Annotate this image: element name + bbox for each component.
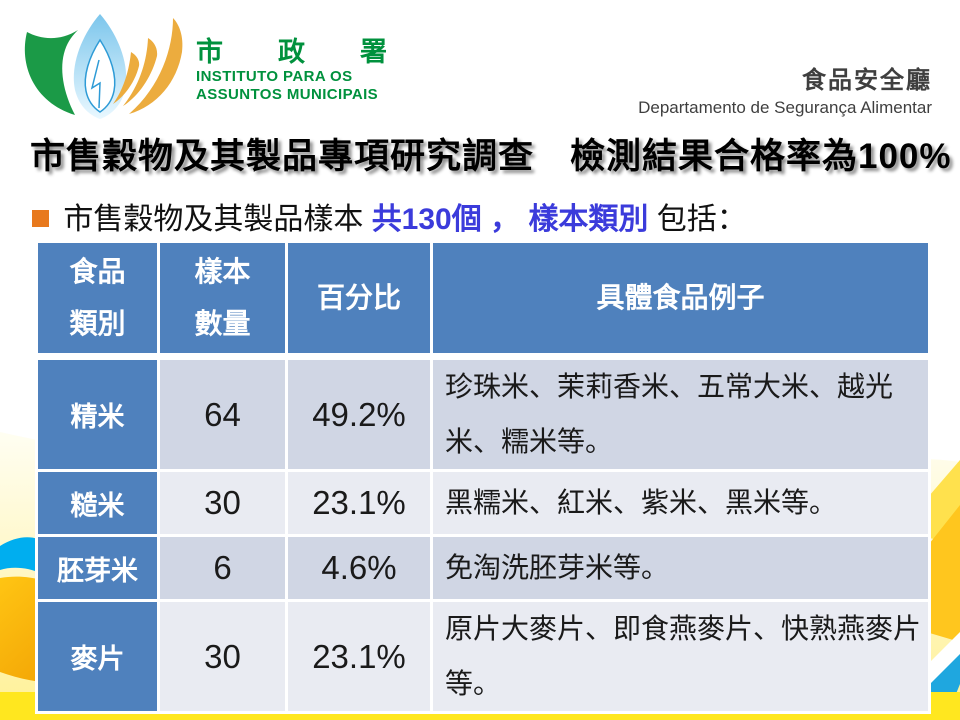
department-name-zh: 食品安全廳 — [802, 67, 932, 94]
cell-count: 64 — [157, 354, 288, 473]
iam-logo-icon — [24, 14, 183, 119]
department-name-pt: Departamento de Segurança Alimentar — [638, 98, 932, 117]
org-name-pt-line1: INSTITUTO PARA OS — [196, 67, 353, 85]
orange-square-bullet-icon — [32, 210, 49, 227]
cell-category: 麥片 — [35, 599, 160, 715]
subtitle-segment-highlight-count: 共130個 — [371, 203, 482, 236]
cell-examples: 免淘洗胚芽米等。 — [430, 534, 931, 603]
cell-category: 精米 — [35, 354, 160, 473]
cell-count: 30 — [157, 469, 288, 538]
cell-percent: 4.6% — [285, 534, 433, 603]
cell-percent: 23.1% — [285, 599, 433, 715]
org-name-zh: 市 政 署 — [196, 37, 401, 67]
samples-table: 食品 類別 樣本 數量 百分比 具體食品例子 精米 64 49.2% 珍珠米、茉… — [35, 240, 931, 715]
column-header-category: 食品 類別 — [35, 240, 160, 360]
table-header-row: 食品 類別 樣本 數量 百分比 具體食品例子 — [35, 240, 931, 360]
cell-count: 30 — [157, 599, 288, 715]
cell-percent: 49.2% — [285, 354, 433, 473]
subtitle-segment: 包括： — [656, 203, 747, 236]
subtitle-segment-highlight-category: 樣本類別 — [528, 203, 649, 236]
page-title: 市售穀物及其製品專項研究調查 檢測結果合格率為100% — [30, 137, 952, 176]
column-header-sample-count: 樣本 數量 — [157, 240, 288, 360]
column-header-examples: 具體食品例子 — [430, 240, 931, 360]
cell-count: 6 — [157, 534, 288, 603]
department-block: 食品安全廳 Departamento de Segurança Alimenta… — [638, 60, 932, 118]
table-row: 麥片 30 23.1% 原片大麥片、即食燕麥片、快熟燕麥片等。 — [35, 599, 931, 715]
table-row: 糙米 30 23.1% 黑糯米、紅米、紫米、黑米等。 — [35, 469, 931, 538]
subtitle-line: 市售穀物及其製品樣本 共130個 ， 樣本類別 包括： — [32, 194, 932, 238]
table-row: 精米 64 49.2% 珍珠米、茉莉香米、五常大米、越光米、糯米等。 — [35, 354, 931, 473]
org-name-block: 市 政 署 INSTITUTO PARA OS ASSUNTOS MUNICIP… — [196, 37, 401, 105]
cell-examples: 黑糯米、紅米、紫米、黑米等。 — [430, 469, 931, 538]
cell-category: 糙米 — [35, 469, 160, 538]
subtitle-segment-comma: ， — [490, 203, 521, 236]
column-header-percentage: 百分比 — [285, 240, 433, 360]
subtitle-segment: 市售穀物及其製品樣本 — [63, 203, 364, 236]
org-name-pt-line2: ASSUNTOS MUNICIPAIS — [196, 86, 379, 104]
cell-category: 胚芽米 — [35, 534, 160, 603]
table-row: 胚芽米 6 4.6% 免淘洗胚芽米等。 — [35, 534, 931, 603]
cell-examples: 珍珠米、茉莉香米、五常大米、越光米、糯米等。 — [430, 354, 931, 473]
cell-examples: 原片大麥片、即食燕麥片、快熟燕麥片等。 — [430, 599, 931, 715]
cell-percent: 23.1% — [285, 469, 433, 538]
